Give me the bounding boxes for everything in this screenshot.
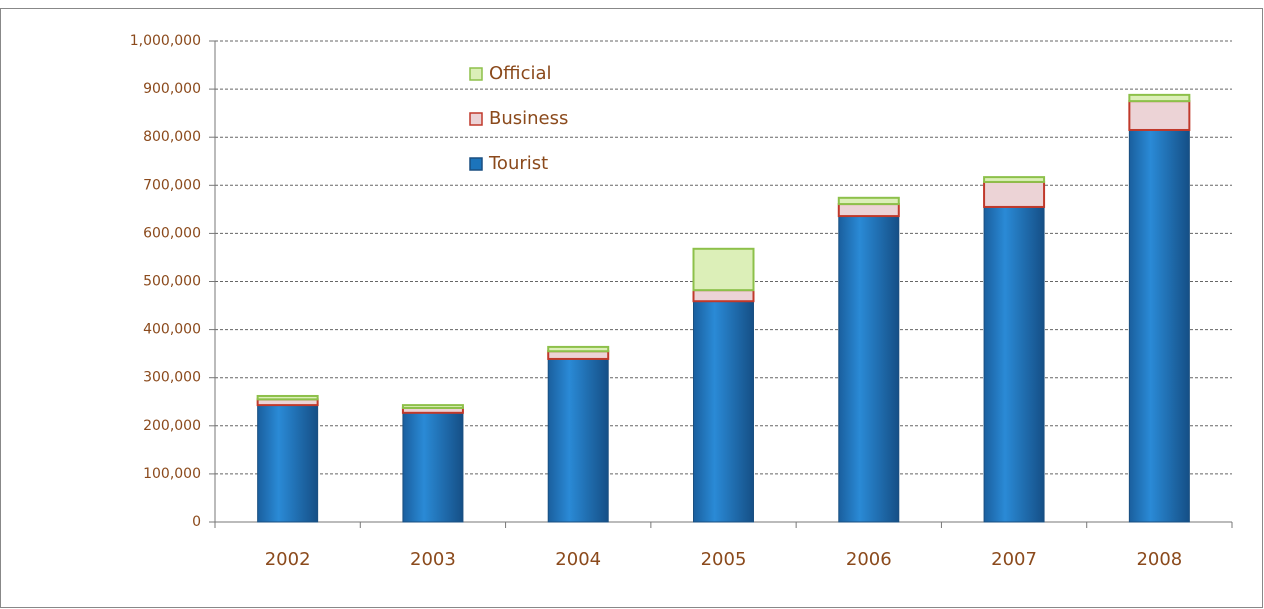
bar-segment [402,412,464,523]
x-tick-label: 2008 [1136,549,1182,570]
y-tick-label: 700,000 [143,177,201,193]
bar-segment [983,180,1046,208]
bar-segment [837,203,900,218]
bar-segment [257,404,319,523]
legend-swatch [469,157,483,171]
y-tick-label: 1,000,000 [130,33,201,49]
y-tick-label: 0 [192,514,201,530]
legend-swatch [469,67,483,81]
x-tick-label: 2002 [265,549,311,570]
y-tick-label: 500,000 [143,274,201,290]
legend-label: Business [489,108,568,129]
y-tick-label: 300,000 [143,370,201,386]
bar-segment [692,289,755,303]
x-tick-label: 2004 [555,549,601,570]
y-tick-label: 400,000 [143,322,201,338]
bar-segment [1128,100,1191,131]
bar-segment [1128,93,1191,103]
bar-segment [547,350,610,360]
bar-segment [256,394,319,401]
bar-segment [401,404,464,410]
bar-segment [692,247,755,292]
chart-border [0,8,1263,608]
y-tick-label: 100,000 [143,466,201,482]
x-tick-label: 2003 [410,549,456,570]
x-tick-label: 2006 [846,549,892,570]
bar-segment [983,176,1046,183]
bar-segment [1128,129,1190,523]
bar-segment [838,215,900,523]
x-tick-label: 2007 [991,549,1037,570]
y-tick-label: 800,000 [143,129,201,145]
bar-segment [547,358,609,523]
bar-segment [693,300,754,523]
bar-segment [983,206,1045,523]
legend-label: Official [489,63,552,84]
legend-label: Tourist [488,153,548,174]
bar-segment [837,196,900,206]
y-tick-label: 200,000 [143,418,201,434]
legend-swatch [469,112,483,126]
y-tick-label: 900,000 [143,81,201,97]
bar-segment [547,345,610,353]
y-tick-label: 600,000 [143,225,201,241]
x-tick-label: 2005 [701,549,747,570]
